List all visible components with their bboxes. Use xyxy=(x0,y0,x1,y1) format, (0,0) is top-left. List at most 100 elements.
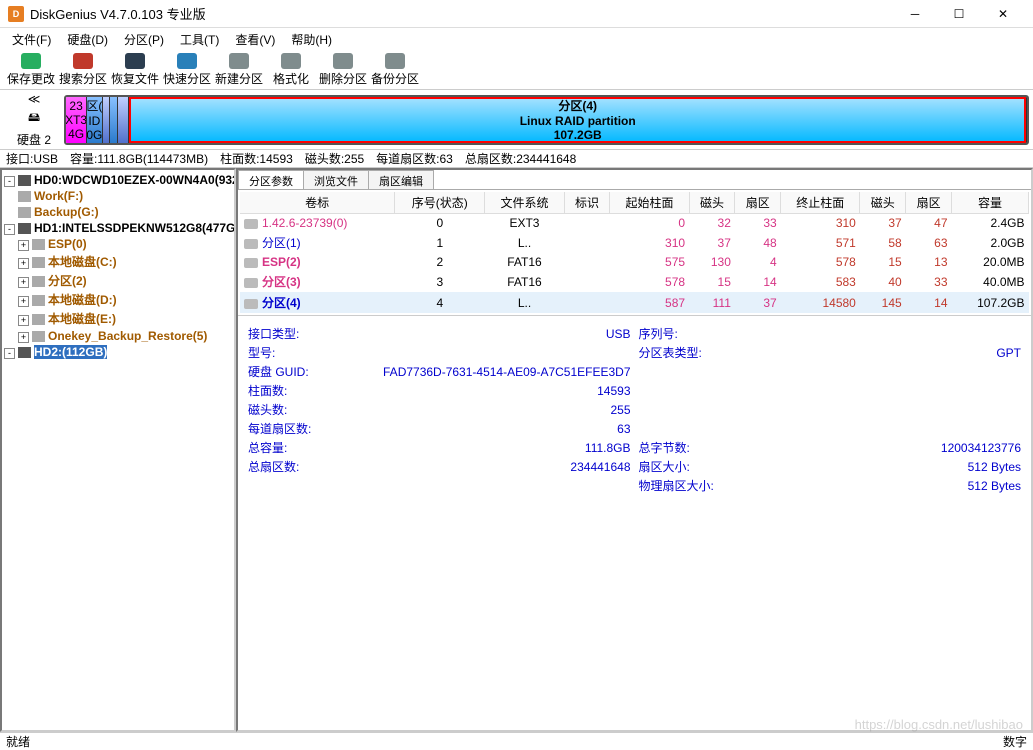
expand-icon[interactable]: + xyxy=(18,332,29,343)
menu-item[interactable]: 文件(F) xyxy=(4,29,59,50)
minimize-button[interactable]: ─ xyxy=(893,0,937,28)
volume-icon xyxy=(244,219,258,229)
tree-item[interactable]: -HD0:WDCWD10EZEX-00WN4A0(932GB) xyxy=(4,172,232,188)
table-row[interactable]: 分区(4)4L..587111371458014514107.2GB xyxy=(240,292,1029,313)
table-row[interactable]: 分区(3)3FAT165781514583403340.0MB xyxy=(240,271,1029,292)
toolbar-button[interactable]: 新建分区 xyxy=(214,51,264,89)
nav-first-icon[interactable]: ≪ xyxy=(28,92,41,106)
disk-label: 硬盘 2 xyxy=(17,131,51,148)
partition-block[interactable] xyxy=(110,97,118,143)
info-value xyxy=(354,343,635,362)
table-header[interactable]: 卷标 xyxy=(240,192,395,214)
partition-block[interactable] xyxy=(103,97,111,143)
main-area: -HD0:WDCWD10EZEX-00WN4A0(932GB)Work(F:)B… xyxy=(0,168,1033,732)
table-header[interactable]: 磁头 xyxy=(860,192,906,214)
tree-label: HD0:WDCWD10EZEX-00WN4A0(932GB) xyxy=(34,173,236,187)
toolbar-button[interactable]: 搜索分区 xyxy=(58,51,108,89)
expand-icon[interactable]: + xyxy=(18,240,29,251)
table-row[interactable]: 分区(1)1L..310374857158632.0GB xyxy=(240,232,1029,253)
tree-item[interactable]: +Onekey_Backup_Restore(5) xyxy=(4,328,232,344)
expand-icon[interactable]: - xyxy=(4,224,15,235)
table-cell: 0 xyxy=(395,214,485,233)
partition-block[interactable]: 区(ID0G xyxy=(87,97,102,143)
table-header[interactable]: 容量 xyxy=(952,192,1029,214)
toolbar-button[interactable]: 恢复文件 xyxy=(110,51,160,89)
tree-label: HD2:(112GB) xyxy=(34,345,107,359)
table-row[interactable]: 1.42.6-23739(0)0EXT30323331037472.4GB xyxy=(240,214,1029,233)
menu-item[interactable]: 工具(T) xyxy=(172,29,227,50)
app-icon: D xyxy=(8,6,24,22)
disk-info-grid: 接口类型:USB序列号:型号:分区表类型:GPT硬盘 GUID:FAD7736D… xyxy=(238,315,1031,503)
expand-icon[interactable]: + xyxy=(18,296,29,307)
detail-tabs: 分区参数浏览文件扇区编辑 xyxy=(238,170,1031,190)
table-row[interactable]: ESP(2)2FAT165751304578151320.0MB xyxy=(240,253,1029,271)
table-cell: 583 xyxy=(781,271,860,292)
tree-item[interactable]: Backup(G:) xyxy=(4,204,232,220)
table-cell: 15 xyxy=(689,271,735,292)
menu-item[interactable]: 硬盘(D) xyxy=(59,29,116,50)
table-header[interactable]: 扇区 xyxy=(906,192,952,214)
partition-label: 4G xyxy=(68,127,84,141)
drive-icon xyxy=(32,314,45,325)
tree-item[interactable]: +ESP(0) xyxy=(4,236,232,252)
table-header[interactable]: 磁头 xyxy=(689,192,735,214)
toolbar-button[interactable]: 快速分区 xyxy=(162,51,212,89)
tree-item[interactable]: +本地磁盘(D:) xyxy=(4,290,232,309)
table-header[interactable]: 扇区 xyxy=(735,192,781,214)
table-header[interactable]: 序号(状态) xyxy=(395,192,485,214)
info-label: 型号: xyxy=(244,343,354,362)
info-label: 柱面数: xyxy=(244,381,354,400)
expand-icon[interactable]: - xyxy=(4,348,15,359)
tool-icon xyxy=(281,53,301,69)
tab[interactable]: 分区参数 xyxy=(238,170,304,189)
info-label: 每道扇区数: xyxy=(244,419,354,438)
partition-block[interactable]: 分区(4)Linux RAID partition107.2GB xyxy=(129,97,1027,143)
expand-icon[interactable]: + xyxy=(18,277,29,288)
tree-item[interactable]: +分区(2) xyxy=(4,271,232,290)
table-header[interactable]: 起始柱面 xyxy=(610,192,689,214)
info-label: 接口类型: xyxy=(244,324,354,343)
tool-icon xyxy=(385,53,405,69)
table-header[interactable]: 标识 xyxy=(564,192,610,214)
menu-item[interactable]: 查看(V) xyxy=(227,29,283,50)
partition-block[interactable]: 23XT34G xyxy=(66,97,87,143)
table-cell: 578 xyxy=(610,271,689,292)
disk-map-box[interactable]: 23XT34G区(ID0G 分区(4)Linux RAID partition10… xyxy=(64,95,1029,145)
expand-icon[interactable]: + xyxy=(18,258,29,269)
disk-tree[interactable]: -HD0:WDCWD10EZEX-00WN4A0(932GB)Work(F:)B… xyxy=(0,168,236,732)
menu-item[interactable]: 分区(P) xyxy=(116,29,172,50)
toolbar-button[interactable]: 删除分区 xyxy=(318,51,368,89)
partition-label: 23 xyxy=(69,99,82,113)
tool-label: 恢复文件 xyxy=(111,70,159,87)
partition-block[interactable] xyxy=(118,97,130,143)
table-header[interactable]: 终止柱面 xyxy=(781,192,860,214)
watermark: https://blog.csdn.net/lushibao xyxy=(855,717,1023,732)
tree-item[interactable]: - HD2:(112GB) xyxy=(4,344,232,360)
menu-item[interactable]: 帮助(H) xyxy=(283,29,340,50)
tree-item[interactable]: +本地磁盘(C:) xyxy=(4,252,232,271)
toolbar-button[interactable]: 备份分区 xyxy=(370,51,420,89)
tree-item[interactable]: Work(F:) xyxy=(4,188,232,204)
maximize-button[interactable]: ☐ xyxy=(937,0,981,28)
toolbar-button[interactable]: 保存更改 xyxy=(6,51,56,89)
tab[interactable]: 浏览文件 xyxy=(303,170,369,189)
tab[interactable]: 扇区编辑 xyxy=(368,170,434,189)
table-cell: 48 xyxy=(735,232,781,253)
table-cell: 2 xyxy=(395,253,485,271)
tool-label: 搜索分区 xyxy=(59,70,107,87)
toolbar-button[interactable]: 格式化 xyxy=(266,51,316,89)
tree-item[interactable]: -HD1:INTELSSDPEKNW512G8(477GB) xyxy=(4,220,232,236)
volume-icon xyxy=(244,239,258,249)
tool-icon xyxy=(177,53,197,69)
info-value: 120034123776 xyxy=(744,438,1025,457)
tool-label: 保存更改 xyxy=(7,70,55,87)
info-label: 总容量: xyxy=(244,438,354,457)
expand-icon[interactable]: - xyxy=(4,176,15,187)
table-cell: 37 xyxy=(735,292,781,313)
expand-icon[interactable]: + xyxy=(18,315,29,326)
tree-item[interactable]: +本地磁盘(E:) xyxy=(4,309,232,328)
table-cell xyxy=(564,271,610,292)
tree-label: HD1:INTELSSDPEKNW512G8(477GB) xyxy=(34,221,236,235)
table-header[interactable]: 文件系统 xyxy=(485,192,564,214)
close-button[interactable]: ✕ xyxy=(981,0,1025,28)
